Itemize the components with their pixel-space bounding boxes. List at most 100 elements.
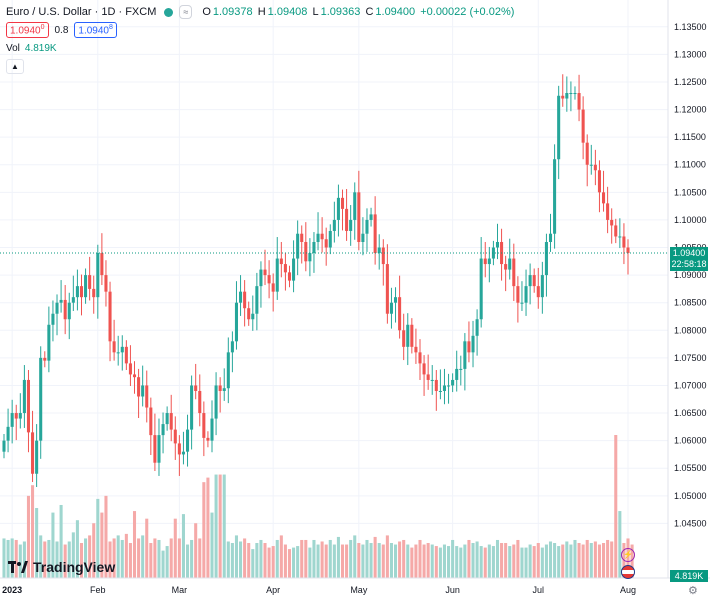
candle-body xyxy=(565,93,569,99)
volume-bar xyxy=(475,541,479,578)
volume-bar xyxy=(544,544,548,578)
volume-bar xyxy=(263,543,267,578)
candle-body xyxy=(516,286,520,303)
candle-body xyxy=(63,299,67,320)
candle-body xyxy=(43,357,47,361)
volume-bar xyxy=(292,547,296,578)
volume-bar xyxy=(190,539,194,578)
volume-bar xyxy=(430,544,434,578)
candle-body xyxy=(365,219,369,234)
candle-body xyxy=(475,319,479,336)
volume-bar xyxy=(145,518,149,578)
compare-toggle-icon[interactable]: ≈ xyxy=(179,5,193,19)
sell-button[interactable]: 1.09400 xyxy=(6,22,49,39)
market-open-status-icon xyxy=(164,7,174,17)
volume-bar xyxy=(357,543,361,578)
volume-bar xyxy=(67,541,71,578)
candle-body xyxy=(447,385,451,387)
candle-body xyxy=(418,352,422,364)
candle-body xyxy=(602,192,606,204)
volume-bar xyxy=(471,543,475,578)
candle-body xyxy=(610,219,614,226)
candle-body xyxy=(55,302,59,314)
candle-body xyxy=(120,346,124,353)
chart-legend: Euro / U.S. Dollar · 1D · FXCM ≈ O 1.0937… xyxy=(6,5,516,19)
candle-body xyxy=(561,95,565,99)
candle-body xyxy=(532,275,536,287)
lightning-icon[interactable]: ⚡ xyxy=(621,548,635,562)
candle-body xyxy=(84,275,88,298)
candle-body xyxy=(267,275,271,284)
volume-bar xyxy=(406,544,410,578)
volume-bar xyxy=(267,547,271,578)
price-tick-label: 1.10500 xyxy=(674,187,707,197)
candle-body xyxy=(442,385,446,391)
high-value: 1.09408 xyxy=(267,6,308,18)
candle-body xyxy=(31,432,35,474)
candle-body xyxy=(186,429,190,452)
candle-body xyxy=(622,236,626,248)
volume-bar xyxy=(442,544,446,578)
candle-body xyxy=(406,324,410,347)
candle-body xyxy=(312,241,316,254)
tradingview-logo[interactable]: TradingView xyxy=(8,559,115,575)
time-axis[interactable]: 2023 Feb Mar Apr May Jun Jul Aug xyxy=(2,585,636,595)
candle-body xyxy=(414,346,418,353)
chevron-up-icon[interactable]: ▲ xyxy=(6,59,24,74)
buy-button[interactable]: 1.09408 xyxy=(74,22,117,39)
volume-bar xyxy=(255,543,259,578)
volume-bar xyxy=(2,538,6,578)
volume-bar xyxy=(88,535,92,578)
candle-body xyxy=(536,286,540,298)
volume-bar xyxy=(402,539,406,578)
volume-bar xyxy=(222,474,226,578)
symbol-title[interactable]: Euro / U.S. Dollar · 1D · FXCM xyxy=(6,6,157,18)
volume-bar xyxy=(536,543,540,578)
volume-bar xyxy=(381,544,385,578)
candle-body xyxy=(108,291,112,342)
candle-body xyxy=(589,164,593,166)
candle-body xyxy=(483,258,487,265)
candle-body xyxy=(308,253,312,262)
volume-bar xyxy=(422,544,426,578)
candle-body xyxy=(304,241,308,262)
candle-body xyxy=(137,377,141,397)
volume-bar xyxy=(55,541,59,578)
candle-body xyxy=(369,214,373,220)
us-flag-icon[interactable] xyxy=(621,565,635,579)
candle-body xyxy=(593,164,597,171)
candle-body xyxy=(67,302,71,320)
volume-bar xyxy=(324,544,328,578)
price-axis[interactable]: 1.13500 1.13000 1.12500 1.12000 1.11500 1.110… xyxy=(674,22,707,529)
volume-bar xyxy=(373,536,377,578)
candle-body xyxy=(495,241,500,248)
volume-value: 4.819K xyxy=(24,43,57,54)
candle-body xyxy=(218,385,222,391)
volume-bar xyxy=(418,539,422,578)
candle-body xyxy=(426,374,430,380)
candle-body xyxy=(353,192,357,220)
volume-bar xyxy=(177,538,181,578)
volume-bar xyxy=(491,546,495,578)
volume-bar xyxy=(312,539,316,578)
candle-body xyxy=(39,357,43,441)
candle-body xyxy=(22,379,26,414)
candle-body xyxy=(177,443,181,455)
volume-bar xyxy=(79,543,84,578)
candle-body xyxy=(161,424,165,436)
price-tick-label: 1.08000 xyxy=(674,325,707,335)
candle-body xyxy=(26,379,30,433)
volume-bar xyxy=(365,539,369,578)
candle-body xyxy=(234,302,238,342)
volume-bar xyxy=(43,541,47,578)
volume-bar xyxy=(320,541,324,578)
gear-icon[interactable]: ⚙ xyxy=(688,585,698,597)
candle-body xyxy=(230,341,234,353)
candle-body xyxy=(577,93,581,110)
candle-body xyxy=(247,308,251,320)
volume-bar xyxy=(59,504,63,578)
candle-body xyxy=(479,258,483,320)
candle-body xyxy=(149,407,153,436)
candle-body xyxy=(508,258,512,270)
